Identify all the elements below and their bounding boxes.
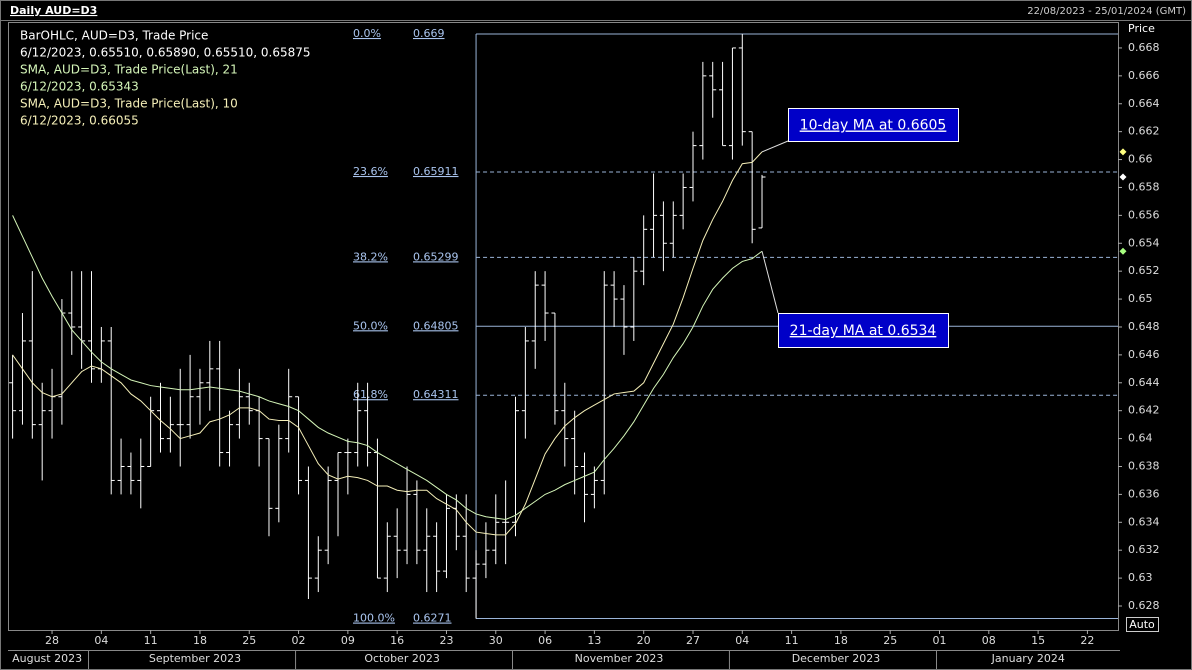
y-tick-label: 0.65 <box>1128 292 1153 305</box>
last-value-marker <box>1119 148 1127 156</box>
x-tick-label: 13 <box>587 634 601 647</box>
x-tick-label: 11 <box>785 634 799 647</box>
x-tick-label: 11 <box>144 634 158 647</box>
legend-last-value: 6/12/2023, 0.65343 <box>20 80 139 94</box>
scale-button[interactable] <box>1126 617 1159 632</box>
sma-line <box>12 151 763 536</box>
x-tick-label: 15 <box>1031 634 1045 647</box>
fib-price: 0.64311 <box>413 388 459 401</box>
month-label: January 2024 <box>991 652 1065 665</box>
fib-price: 0.6271 <box>413 612 452 625</box>
y-tick-label: 0.63 <box>1128 571 1153 584</box>
x-tick-label: 18 <box>834 634 848 647</box>
fib-percent: 38.2% <box>353 250 388 263</box>
x-tick-label: 22 <box>1080 634 1094 647</box>
month-label: August 2023 <box>12 652 82 665</box>
legend-entry: SMA, AUD=D3, Trade Price(Last), 21 <box>20 63 238 77</box>
annotation-pointer <box>761 251 779 314</box>
y-tick-label: 0.666 <box>1128 69 1160 82</box>
x-tick-label: 28 <box>45 634 59 647</box>
y-tick-label: 0.632 <box>1128 543 1160 556</box>
annotation-text: 21-day MA at 0.6534 <box>790 323 937 339</box>
last-value-marker <box>1119 173 1127 181</box>
legend-entry: BarOHLC, AUD=D3, Trade Price <box>20 29 208 43</box>
y-tick-label: 0.638 <box>1128 459 1160 472</box>
x-tick-label: 27 <box>686 634 700 647</box>
annotation-pointer <box>761 140 789 153</box>
last-value-marker <box>1119 247 1127 255</box>
y-tick-label: 0.658 <box>1128 180 1160 193</box>
fib-percent: 0.0% <box>353 27 381 40</box>
chart-title: Daily AUD=D3 <box>10 4 97 17</box>
y-tick-label: 0.668 <box>1128 41 1160 54</box>
y-tick-label: 0.636 <box>1128 487 1160 500</box>
y-tick-label: 0.66 <box>1128 153 1153 166</box>
legend-last-value: 6/12/2023, 0.65510, 0.65890, 0.65510, 0.… <box>20 46 311 60</box>
sma-line <box>12 215 763 521</box>
y-tick-label: 0.664 <box>1128 97 1160 110</box>
month-label: September 2023 <box>149 652 241 665</box>
y-tick-label: 0.656 <box>1128 208 1160 221</box>
y-tick-label: 0.64 <box>1128 432 1153 445</box>
x-tick-label: 23 <box>439 634 453 647</box>
y-tick-label: 0.628 <box>1128 599 1160 612</box>
x-tick-label: 18 <box>193 634 207 647</box>
month-label: December 2023 <box>792 652 881 665</box>
x-tick-label: 16 <box>390 634 404 647</box>
x-tick-label: 25 <box>242 634 256 647</box>
y-tick-label: 0.646 <box>1128 348 1160 361</box>
y-tick-label: 0.654 <box>1128 236 1160 249</box>
x-tick-label: 04 <box>735 634 749 647</box>
chart-subtitle: 22/08/2023 - 25/01/2024 (GMT) <box>1027 6 1186 17</box>
y-tick-label: 0.652 <box>1128 264 1160 277</box>
legend-last-value: 6/12/2023, 0.66055 <box>20 114 139 128</box>
x-tick-label: 09 <box>341 634 355 647</box>
x-tick-label: 02 <box>292 634 306 647</box>
y-tick-label: 0.634 <box>1128 515 1160 528</box>
fib-price: 0.669 <box>413 27 445 40</box>
month-label: October 2023 <box>364 652 440 665</box>
scale-button-label[interactable]: Auto <box>1129 618 1155 631</box>
x-tick-label: 06 <box>538 634 552 647</box>
fib-percent: 23.6% <box>353 165 388 178</box>
annotation-box <box>788 108 959 142</box>
fib-percent: 50.0% <box>353 319 388 332</box>
x-tick-label: 20 <box>637 634 651 647</box>
fib-percent: 61.8% <box>353 388 388 401</box>
legend-entry: SMA, AUD=D3, Trade Price(Last), 10 <box>20 97 238 111</box>
x-tick-label: 30 <box>489 634 503 647</box>
fib-price: 0.64805 <box>413 319 459 332</box>
annotation-text: 10-day MA at 0.6605 <box>800 118 947 134</box>
annotation-box <box>778 313 949 348</box>
fib-price: 0.65299 <box>413 250 459 263</box>
x-tick-label: 08 <box>982 634 996 647</box>
x-tick-label: 01 <box>933 634 947 647</box>
y-tick-label: 0.644 <box>1128 376 1160 389</box>
y-tick-label: 0.662 <box>1128 125 1160 138</box>
fib-price: 0.65911 <box>413 165 459 178</box>
x-tick-label: 25 <box>883 634 897 647</box>
x-tick-label: 04 <box>94 634 108 647</box>
fib-percent: 100.0% <box>353 612 395 625</box>
y-tick-label: 0.642 <box>1128 404 1160 417</box>
y-tick-label: 0.648 <box>1128 320 1160 333</box>
y-axis-label: Price <box>1128 22 1155 35</box>
month-label: November 2023 <box>575 652 664 665</box>
